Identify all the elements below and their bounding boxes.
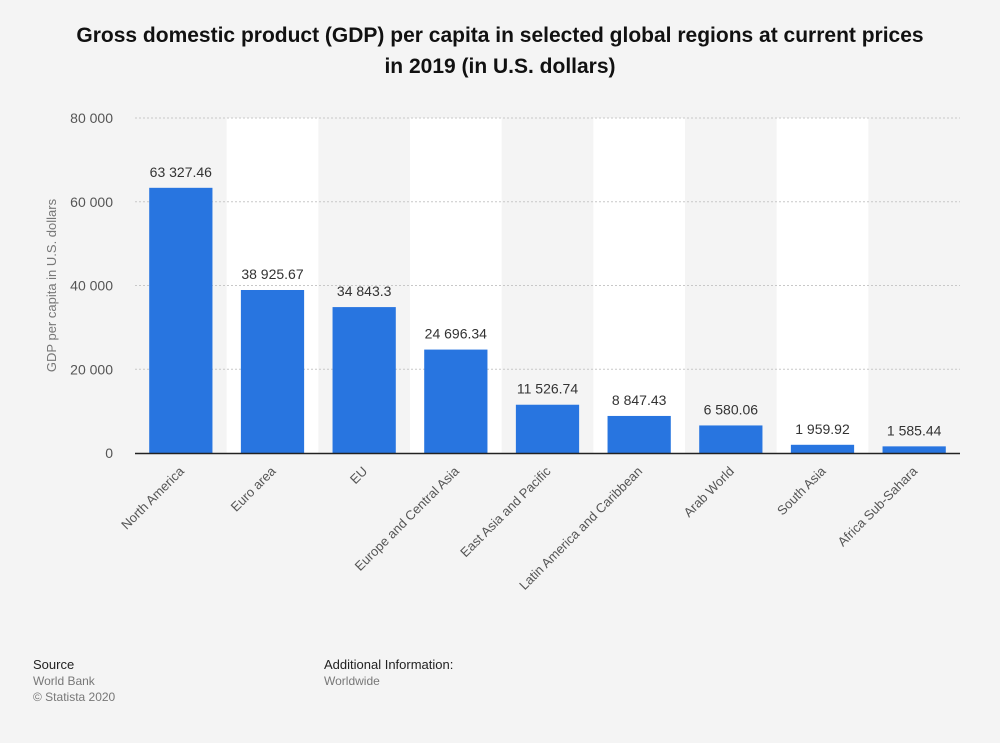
- x-tick-label: Euro area: [228, 463, 280, 515]
- value-label: 34 843.3: [337, 283, 392, 299]
- bar[interactable]: [332, 307, 396, 453]
- x-tick-label: East Asia and Pacific: [457, 463, 554, 560]
- value-label: 6 580.06: [704, 401, 759, 417]
- value-label: 1 585.44: [887, 422, 942, 438]
- value-label: 38 925.67: [241, 266, 303, 282]
- bar[interactable]: [882, 446, 946, 453]
- x-tick-label: North America: [118, 463, 187, 532]
- x-tick-label: Arab World: [681, 464, 737, 520]
- bar[interactable]: [790, 444, 855, 453]
- bars: [149, 187, 946, 453]
- y-tick-label: 80 000: [70, 110, 113, 126]
- additional-info-block: Additional Information: Worldwide: [324, 657, 453, 689]
- value-label: 24 696.34: [425, 326, 487, 342]
- x-tick-label: Africa Sub-Sahara: [835, 463, 921, 549]
- value-label: 63 327.46: [150, 164, 212, 180]
- value-labels: 63 327.46 38 925.67 34 843.3 24 696.34 11 52…: [150, 164, 942, 439]
- source-line-2: © Statista 2020: [33, 690, 116, 704]
- bar[interactable]: [515, 404, 580, 453]
- y-axis-ticks: 0 20 000 40 000 60 000 80 000: [70, 110, 113, 461]
- y-tick-label: 0: [105, 445, 113, 461]
- value-label: 11 526.74: [517, 381, 578, 397]
- y-axis-label: GDP per capita in U.S. dollars: [44, 198, 59, 372]
- bar[interactable]: [240, 289, 305, 453]
- chart-title-line-2: in 2019 (in U.S. dollars): [384, 55, 616, 78]
- bar-chart: 0 20 000 40 000 60 000 80 000 63 327.46 38 92…: [44, 110, 960, 593]
- x-tick-label: Europe and Central Asia: [352, 463, 463, 574]
- category-band: [776, 118, 869, 453]
- chart-title: Gross domestic product (GDP) per capita …: [30, 20, 970, 82]
- source-heading: Source: [33, 657, 75, 672]
- source-block: Source World Bank © Statista 2020: [33, 657, 115, 705]
- y-tick-label: 60 000: [70, 194, 113, 210]
- x-tick-label: EU: [347, 464, 370, 487]
- y-tick-label: 20 000: [70, 361, 113, 377]
- y-tick-label: 40 000: [70, 278, 113, 294]
- additional-info-heading: Additional Information:: [324, 657, 454, 672]
- source-line-1: World Bank: [33, 674, 95, 688]
- value-label: 8 847.43: [612, 392, 667, 408]
- bar[interactable]: [424, 349, 488, 453]
- bar[interactable]: [149, 187, 213, 453]
- bar[interactable]: [699, 425, 763, 453]
- chart-title-line-1: Gross domestic product (GDP) per capita …: [76, 24, 924, 47]
- bar[interactable]: [607, 415, 671, 453]
- value-label: 1 959.92: [795, 421, 850, 437]
- x-tick-label: South Asia: [774, 463, 829, 518]
- additional-info-line-1: Worldwide: [324, 674, 380, 688]
